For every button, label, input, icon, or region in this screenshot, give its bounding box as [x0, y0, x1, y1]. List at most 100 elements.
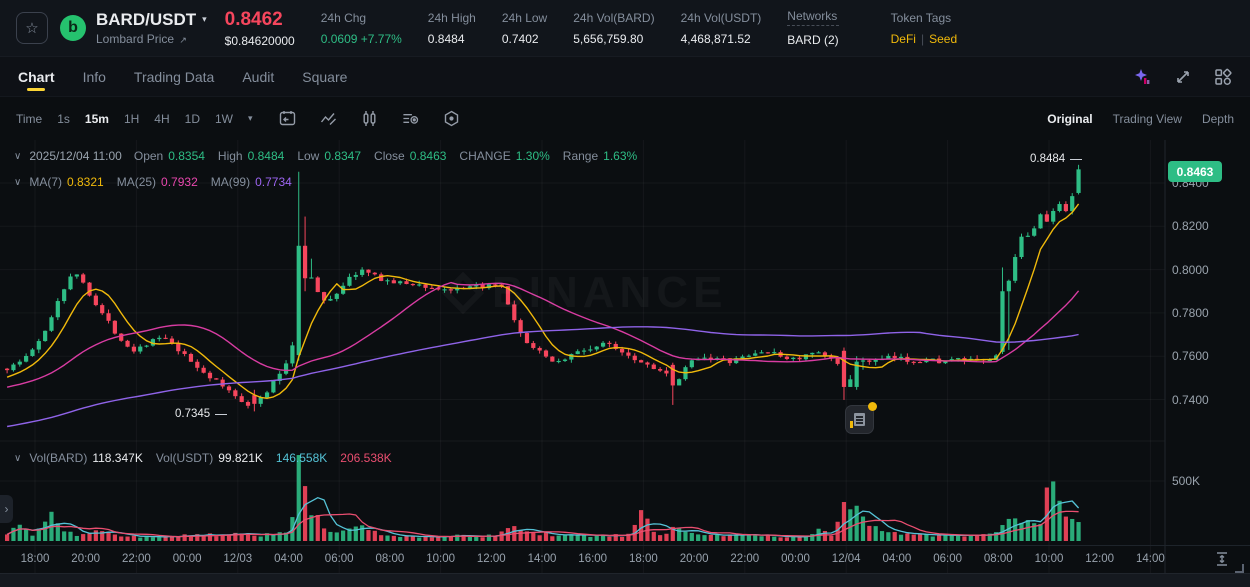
- page-tabs: Chart Info Trading Data Audit Square: [0, 57, 1250, 97]
- timeframe-list: Time 1s 15m 1H 4H 1D 1W: [16, 112, 248, 126]
- timeframe-15m[interactable]: 15m: [84, 111, 109, 126]
- ai-insights-icon[interactable]: [1134, 68, 1152, 86]
- time-label-11: 16:00: [578, 553, 608, 565]
- time-label-18: 06:00: [933, 553, 962, 565]
- mode-trading-view[interactable]: Trading View: [1112, 111, 1182, 126]
- time-label-16: 12/04: [831, 553, 861, 565]
- ohlc-value-change: 1.30%: [515, 149, 550, 163]
- current-price-badge: 0.8463: [1168, 161, 1222, 182]
- token-tag-defi[interactable]: DeFi: [890, 31, 916, 46]
- high-marker-value: 0.8484: [1030, 153, 1066, 165]
- mode-original[interactable]: Original: [1047, 111, 1093, 126]
- symbol-name: BARD/USDT: [96, 10, 197, 29]
- tab-trading-data[interactable]: Trading Data: [133, 68, 215, 85]
- chart-settings-gear-icon[interactable]: [443, 110, 460, 127]
- time-label-9: 12:00: [476, 553, 506, 565]
- time-label-13: 20:00: [679, 553, 709, 565]
- external-link-icon: ↗: [179, 35, 187, 45]
- expand-icon[interactable]: [1174, 68, 1192, 86]
- collapse-volume-icon[interactable]: ∨: [14, 452, 22, 464]
- time-label-6: 06:00: [324, 553, 354, 565]
- tab-info[interactable]: Info: [82, 68, 106, 85]
- layout-grid-icon[interactable]: [1214, 68, 1232, 86]
- ohlc-label-close: Close: [374, 149, 405, 163]
- collapse-ohlc-icon[interactable]: ∨: [14, 150, 22, 162]
- time-label-20: 10:00: [1034, 553, 1064, 565]
- time-label-3: 00:00: [172, 553, 202, 565]
- price-source-link[interactable]: Lombard Price ↗: [96, 32, 207, 46]
- price-source-label: Lombard Price: [96, 32, 175, 46]
- news-event-marker[interactable]: [845, 402, 877, 434]
- stat-value: 0.0609 +7.77%: [320, 31, 402, 46]
- price-axis-label-0.7800: 0.7800: [1172, 305, 1209, 320]
- ma-value-0: 0.8321: [67, 175, 104, 189]
- time-label-22: 14:00: [1136, 553, 1165, 565]
- ma-value-1: 0.7932: [161, 175, 198, 189]
- time-label-4: 12/03: [223, 553, 253, 565]
- time-label-17: 04:00: [882, 553, 912, 565]
- ohlc-value-high: 0.8484: [247, 149, 285, 163]
- ohlc-value-range: 1.63%: [603, 149, 638, 163]
- tab-chart[interactable]: Chart: [18, 57, 55, 96]
- stat-value: 0.8484: [427, 31, 465, 46]
- timeframe-1d[interactable]: 1D: [184, 111, 200, 126]
- networks-label[interactable]: Networks: [787, 9, 839, 26]
- vol-label-0: Vol(BARD): [29, 451, 88, 465]
- ma-legend: ∨ MA(7) 0.8321 MA(25) 0.7932 MA(99) 0.7734: [14, 175, 305, 189]
- ohlc-label-high: High: [217, 149, 243, 163]
- news-flag-icon: [850, 421, 853, 428]
- ohlc-value-close: 0.8463: [409, 149, 447, 163]
- price-axis-label-0.8200: 0.8200: [1172, 219, 1209, 234]
- candle-style-icon[interactable]: [361, 110, 378, 127]
- stat-label: 24h High: [427, 10, 476, 25]
- timeframe-4h[interactable]: 4H: [154, 111, 170, 126]
- timeframe-1w[interactable]: 1W: [214, 111, 233, 126]
- tag-separator: |: [920, 31, 925, 46]
- tab-square[interactable]: Square: [302, 68, 348, 85]
- tab-audit[interactable]: Audit: [242, 68, 275, 85]
- ma-label-2: MA(99): [210, 175, 251, 189]
- timeframe-1h[interactable]: 1H: [123, 111, 140, 126]
- date-range-icon[interactable]: [279, 110, 296, 127]
- panel-expand-handle[interactable]: ›: [0, 495, 13, 523]
- line-chart-icon[interactable]: [320, 110, 337, 127]
- price-axis-label-0.7600: 0.7600: [1172, 349, 1209, 364]
- ohlc-value-open: 0.8354: [168, 149, 205, 163]
- session-high-marker: 0.8484: [1030, 153, 1083, 165]
- ohlc-label-range: Range: [562, 149, 599, 163]
- timeframe-time[interactable]: Time: [16, 111, 43, 126]
- resize-corner-icon[interactable]: [1235, 564, 1244, 573]
- price-chart-canvas[interactable]: [0, 140, 1250, 586]
- mode-depth[interactable]: Depth: [1201, 111, 1234, 126]
- token-tags-values: DeFi | Seed: [891, 32, 958, 46]
- token-tags-label: Token Tags: [890, 10, 952, 25]
- time-label-12: 18:00: [629, 553, 658, 565]
- low-marker-dash: [215, 413, 228, 415]
- volume-legend: ∨ Vol(BARD) 118.347K Vol(USDT) 99.821K 146.5…: [14, 451, 405, 465]
- time-axis[interactable]: 18:00 20:00 22:00 00:00 12/03 04:00 06:00 08:00…: [0, 545, 1250, 574]
- collapse-ma-icon[interactable]: ∨: [14, 176, 22, 188]
- token-tag-seed[interactable]: Seed: [929, 31, 958, 46]
- stat-label: 24h Low: [501, 10, 548, 25]
- symbol-selector[interactable]: BARD/USDT ▾: [96, 10, 207, 29]
- timeframe-1s[interactable]: 1s: [57, 111, 70, 126]
- vol-ma-value-1: 206.538K: [340, 451, 392, 465]
- vol-label-1: Vol(USDT): [155, 451, 214, 465]
- chevron-right-icon: ›: [4, 502, 9, 516]
- price-axis-label-0.7400: 0.7400: [1172, 392, 1209, 407]
- vol-value-1: 99.821K: [218, 451, 263, 465]
- time-label-15: 00:00: [781, 553, 810, 565]
- time-label-1: 20:00: [71, 553, 101, 565]
- timeframe-more-icon[interactable]: ▾: [247, 113, 253, 123]
- ma-label-0: MA(7): [29, 175, 62, 189]
- favorite-star-button[interactable]: ☆: [16, 12, 48, 44]
- indicator-settings-icon[interactable]: [402, 110, 419, 127]
- news-doc-icon: [854, 413, 865, 426]
- token-logo-glyph: b: [68, 19, 78, 36]
- networks-column: Networks BARD (2): [787, 9, 839, 47]
- last-price-usd: $0.84620000: [224, 33, 295, 48]
- ohlc-legend: ∨ 2025/12/04 11:00 Open 0.8354 High 0.8484 L…: [14, 149, 650, 163]
- stat-value: 4,468,871.52: [680, 31, 751, 46]
- vol-ma-value-0: 146.558K: [275, 451, 328, 465]
- ticker-stats: 24h Chg 0.0609 +7.77% 24h High 0.8484 24h Lo…: [321, 11, 788, 46]
